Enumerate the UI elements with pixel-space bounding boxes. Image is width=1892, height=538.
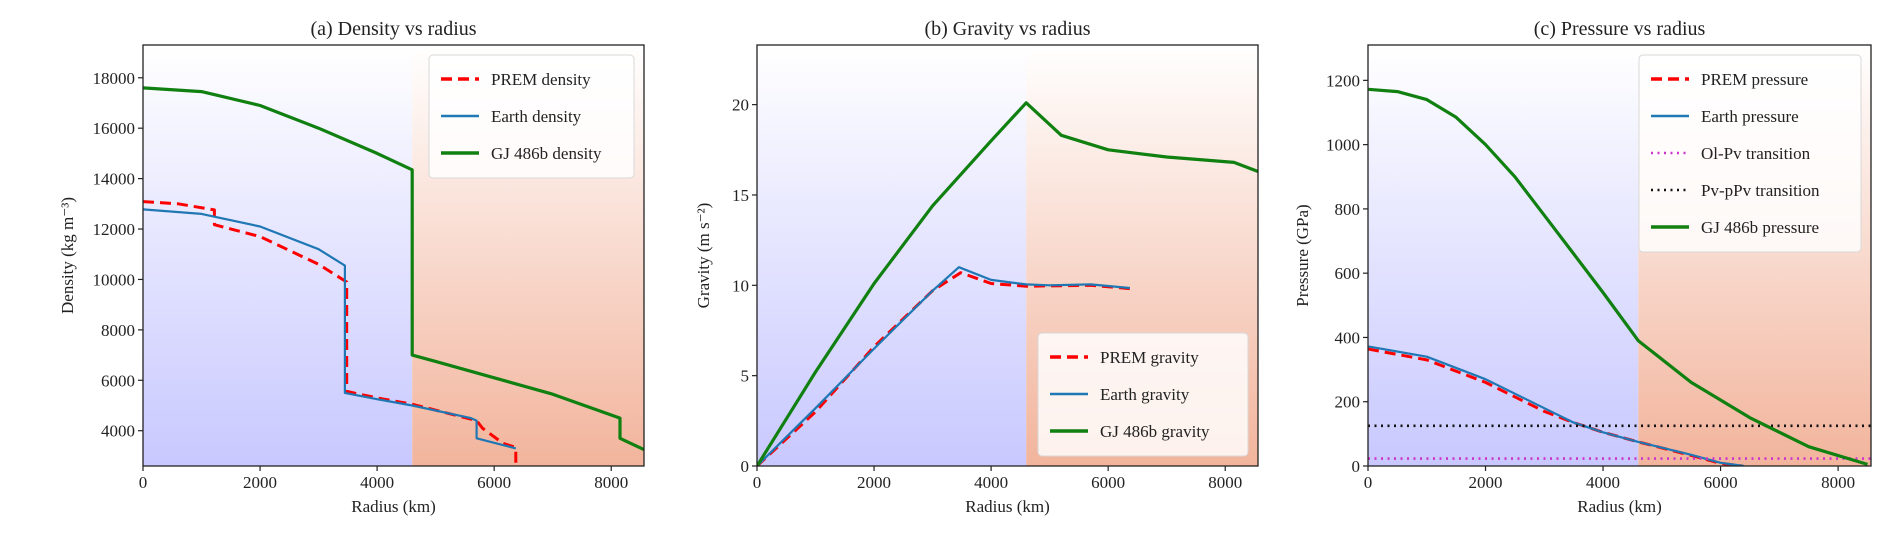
subplot-0: 0 2000 4000 6000 8000 4000 6000 8000 10000 12000 1… [58,18,645,516]
x-tick-label: 8000 [1821,473,1855,492]
x-axis-label: Radius (km) [965,497,1050,516]
chart-title: (a) Density vs radius [310,18,476,40]
y-axis-label: Gravity (m s⁻²) [694,203,713,309]
y-tick-label: 200 [1335,393,1361,412]
y-tick-label: 400 [1335,328,1361,347]
subplot-2: 0 2000 4000 6000 8000 0 200 400 600 800 1000 1200 (c… [1293,18,1872,516]
y-tick-label: 600 [1335,264,1361,283]
legend-label: PREM pressure [1701,70,1808,89]
legend: PREM density Earth density GJ 486b density [428,54,635,179]
chart-title: (b) Gravity vs radius [924,18,1090,40]
core-shaded-region [143,45,413,466]
x-tick-label: 2000 [857,473,891,492]
axes-frame [756,44,1259,467]
legend-label: Earth gravity [1100,385,1190,404]
legend-label: GJ 486b density [491,144,602,163]
y-tick-label: 10000 [93,270,136,289]
y-tick-label: 0 [1352,457,1361,476]
legend-label: GJ 486b pressure [1701,218,1819,237]
y-tick-label: 5 [741,367,750,386]
y-tick-label: 20 [732,96,749,115]
series-group [1368,87,1871,466]
x-tick-label: 0 [753,473,762,492]
x-tick-label: 0 [1364,473,1373,492]
series-line-earth-gravity [757,266,1130,466]
legend-label: Pv-pPv transition [1701,181,1820,200]
x-axis-label: Radius (km) [351,497,436,516]
x-tick-label: 6000 [1091,473,1125,492]
x-tick-label: 2000 [243,473,277,492]
series-line-prem-pressure [1368,347,1743,466]
series-line-gj-486b-density [143,86,644,452]
y-tick-label: 8000 [101,321,135,340]
x-tick-label: 4000 [360,473,394,492]
x-tick-label: 6000 [1704,473,1738,492]
series-line-earth-pressure [1368,345,1745,466]
y-axis-label: Pressure (GPa) [1293,204,1312,306]
legend-box [1638,54,1862,253]
axes-frame [142,44,645,467]
y-tick-label: 16000 [93,119,136,138]
legend-label: Earth pressure [1701,107,1799,126]
y-tick-label: 1200 [1326,71,1360,90]
x-tick-label: 2000 [1469,473,1503,492]
legend-label: Earth density [491,107,582,126]
series-line-gj-486b-gravity [757,101,1258,466]
series-line-earth-density [143,208,517,450]
x-tick-label: 4000 [974,473,1008,492]
legend-box [428,54,635,179]
series-group [757,101,1258,466]
series-group [143,86,644,466]
subplot-1: 0 2000 4000 6000 8000 0 5 10 15 20 (b) Gravity vs … [694,18,1259,516]
x-axis-label: Radius (km) [1577,497,1662,516]
y-tick-label: 15 [732,186,749,205]
legend: PREM pressure Earth pressure Ol-Pv transit… [1638,54,1862,253]
x-tick-label: 6000 [477,473,511,492]
legend: PREM gravity Earth gravity GJ 486b gravity [1037,332,1249,457]
y-tick-label: 1000 [1326,136,1360,155]
x-tick-label: 8000 [1208,473,1242,492]
y-tick-label: 0 [741,457,750,476]
y-tick-label: 18000 [93,69,136,88]
legend-box [1037,332,1249,457]
x-tick-label: 8000 [594,473,628,492]
legend-label: PREM density [491,70,591,89]
y-tick-label: 12000 [93,220,136,239]
y-tick-label: 6000 [101,371,135,390]
y-tick-label: 10 [732,276,749,295]
core-shaded-region [1368,45,1639,466]
legend-label: GJ 486b gravity [1100,422,1210,441]
legend-label: PREM gravity [1100,348,1199,367]
series-line-prem-density [143,200,518,466]
x-tick-label: 0 [139,473,148,492]
axes-frame [1367,44,1872,467]
series-line-gj-486b-pressure [1368,87,1868,466]
y-tick-label: 800 [1335,200,1361,219]
x-tick-label: 4000 [1586,473,1620,492]
chart-title: (c) Pressure vs radius [1534,18,1706,40]
y-tick-label: 4000 [101,422,135,441]
y-axis-label: Density (kg m⁻³) [58,197,77,314]
legend-label: Ol-Pv transition [1701,144,1811,163]
y-tick-label: 14000 [93,170,136,189]
